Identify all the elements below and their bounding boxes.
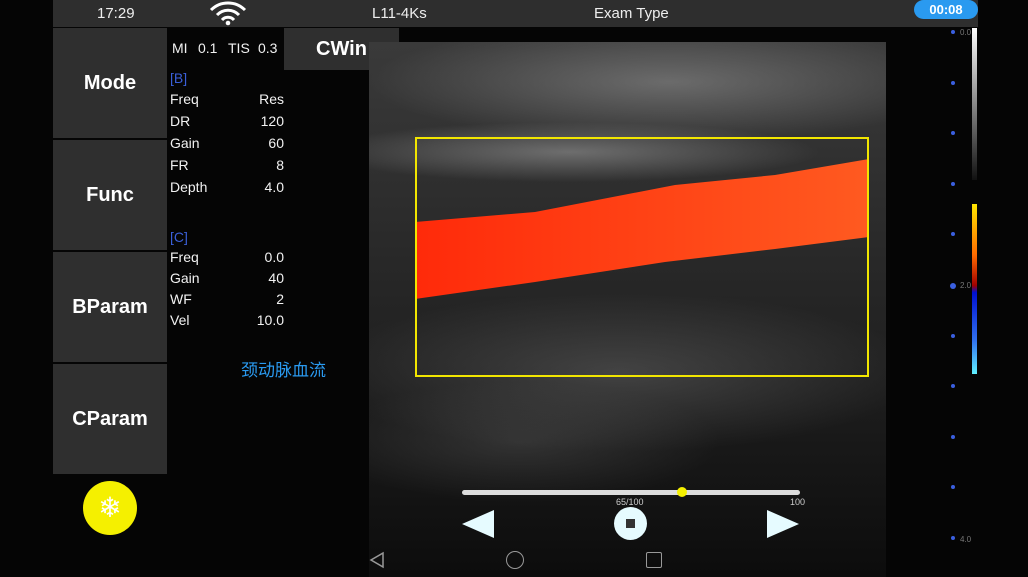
depth-top: 0.0 (960, 28, 972, 37)
mi-label: MI (172, 40, 188, 56)
depth-tick (951, 80, 955, 85)
depth-tick (951, 333, 955, 338)
param-value: 4.0 (264, 179, 284, 195)
stop-icon (626, 519, 635, 528)
mi-value: 0.1 (198, 40, 218, 56)
cine-max: 100 (790, 497, 806, 507)
clock: 17:29 (97, 5, 135, 22)
depth-tick (951, 485, 955, 490)
depth-tick (951, 181, 955, 186)
depth-bottom: 4.0 (960, 535, 972, 544)
param-value: 2 (276, 291, 284, 307)
depth-tick (951, 384, 955, 389)
param-label: Freq (170, 249, 199, 265)
nav-back-icon[interactable] (368, 551, 386, 569)
next-frame-icon[interactable] (767, 510, 799, 538)
param-label: FR (170, 157, 189, 173)
ultrasound-image[interactable] (369, 42, 886, 577)
param-label: Gain (170, 270, 200, 286)
cine-slider[interactable] (462, 490, 800, 495)
depth-mid: 2.0 (960, 281, 972, 290)
cine-slider-handle[interactable] (676, 487, 687, 497)
depth-tick (951, 536, 955, 540)
param-label: Freq (170, 91, 199, 107)
param-label: DR (170, 113, 191, 129)
previous-frame-icon[interactable] (462, 510, 494, 538)
param-value: Res (259, 91, 284, 107)
param-value: 120 (260, 113, 284, 129)
gray-colorbar (972, 28, 977, 180)
param-label: Gain (170, 135, 200, 151)
param-label: Depth (170, 179, 208, 195)
stop-button[interactable] (614, 507, 647, 540)
timer-badge: 00:08 (914, 0, 978, 19)
depth-tick (951, 434, 955, 439)
depth-tick (951, 30, 955, 34)
param-value: 60 (268, 135, 284, 151)
color-flow-vessel (415, 159, 869, 299)
color-roi-box[interactable] (415, 137, 869, 377)
snowflake-icon: ❄ (98, 492, 122, 523)
tis-value: 0.3 (258, 40, 278, 56)
nav-home-icon[interactable] (506, 551, 524, 569)
annotation-text: 颈动脉血流 (241, 361, 326, 380)
c-section-header: [C] (170, 229, 188, 245)
func-button[interactable]: Func (53, 140, 167, 250)
param-value: 40 (268, 270, 284, 286)
wifi-icon (209, 1, 247, 26)
tis-label: TIS (228, 40, 250, 56)
param-label: WF (170, 291, 192, 307)
status-bar: 17:29 L11-4Ks Exam Type (53, 0, 978, 27)
velocity-colorbar (972, 204, 977, 374)
nav-recents-icon[interactable] (646, 552, 662, 568)
depth-tick (951, 232, 955, 237)
exam-type[interactable]: Exam Type (594, 5, 669, 22)
probe-name: L11-4Ks (372, 5, 427, 22)
param-label: Vel (170, 312, 190, 328)
param-value: 10.0 (256, 312, 284, 328)
param-value: 8 (276, 157, 284, 173)
freeze-button[interactable]: ❄ (83, 481, 137, 535)
bparam-button[interactable]: BParam (53, 252, 167, 362)
b-section-header: [B] (170, 70, 188, 86)
param-value: 0.0 (264, 249, 284, 265)
cparam-button[interactable]: CParam (53, 364, 167, 474)
depth-tick (950, 283, 956, 289)
depth-tick (951, 131, 955, 136)
mode-button[interactable]: Mode (53, 28, 167, 138)
cine-position: 65/100 (616, 497, 644, 507)
